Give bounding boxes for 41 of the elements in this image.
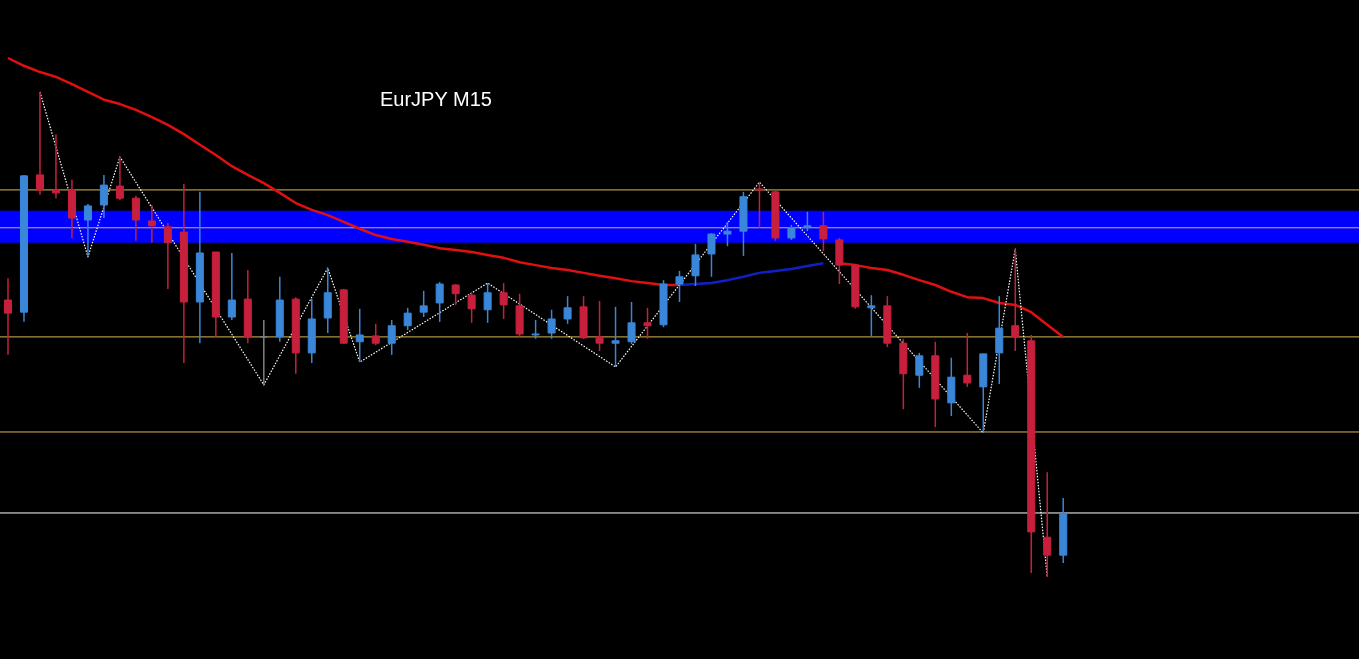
candlestick: [387, 319, 396, 356]
candlestick: [467, 292, 476, 324]
candlestick: [643, 307, 652, 340]
candlestick: [803, 211, 812, 232]
candlestick: [755, 181, 764, 229]
candlestick: [867, 294, 876, 337]
candlestick: [259, 319, 268, 386]
candlestick: [915, 352, 924, 389]
candlestick: [371, 323, 380, 346]
candlestick: [819, 211, 828, 252]
candlestick: [419, 290, 428, 318]
candlestick: [435, 281, 444, 323]
candlestick: [691, 243, 700, 287]
candlestick: [1043, 471, 1052, 578]
candlestick: [51, 133, 60, 199]
candlestick: [675, 270, 684, 303]
candlestick: [115, 156, 124, 201]
candlestick: [531, 319, 540, 340]
candlestick: [451, 283, 460, 306]
candlestick: [35, 91, 44, 196]
candlestick: [147, 204, 156, 244]
candlestick: [131, 195, 140, 242]
candlestick: [547, 308, 556, 340]
candlestick: [99, 174, 108, 219]
candlestick: [227, 252, 236, 321]
candlestick: [163, 222, 172, 290]
candlestick: [723, 221, 732, 247]
candlestick: [499, 282, 508, 320]
candlestick: [403, 307, 412, 331]
candlestick: [595, 300, 604, 352]
candlestick: [963, 332, 972, 388]
candlestick: [1011, 248, 1020, 352]
candlestick: [563, 295, 572, 325]
chart-title: EurJPY M15: [380, 88, 492, 110]
candlestick: [3, 277, 13, 356]
candlestick: [483, 282, 492, 324]
candlestick: [627, 301, 636, 345]
candlestick: [611, 306, 620, 368]
candlestick: [83, 203, 92, 258]
candlestick: [707, 232, 716, 278]
candlestick: [355, 308, 364, 363]
